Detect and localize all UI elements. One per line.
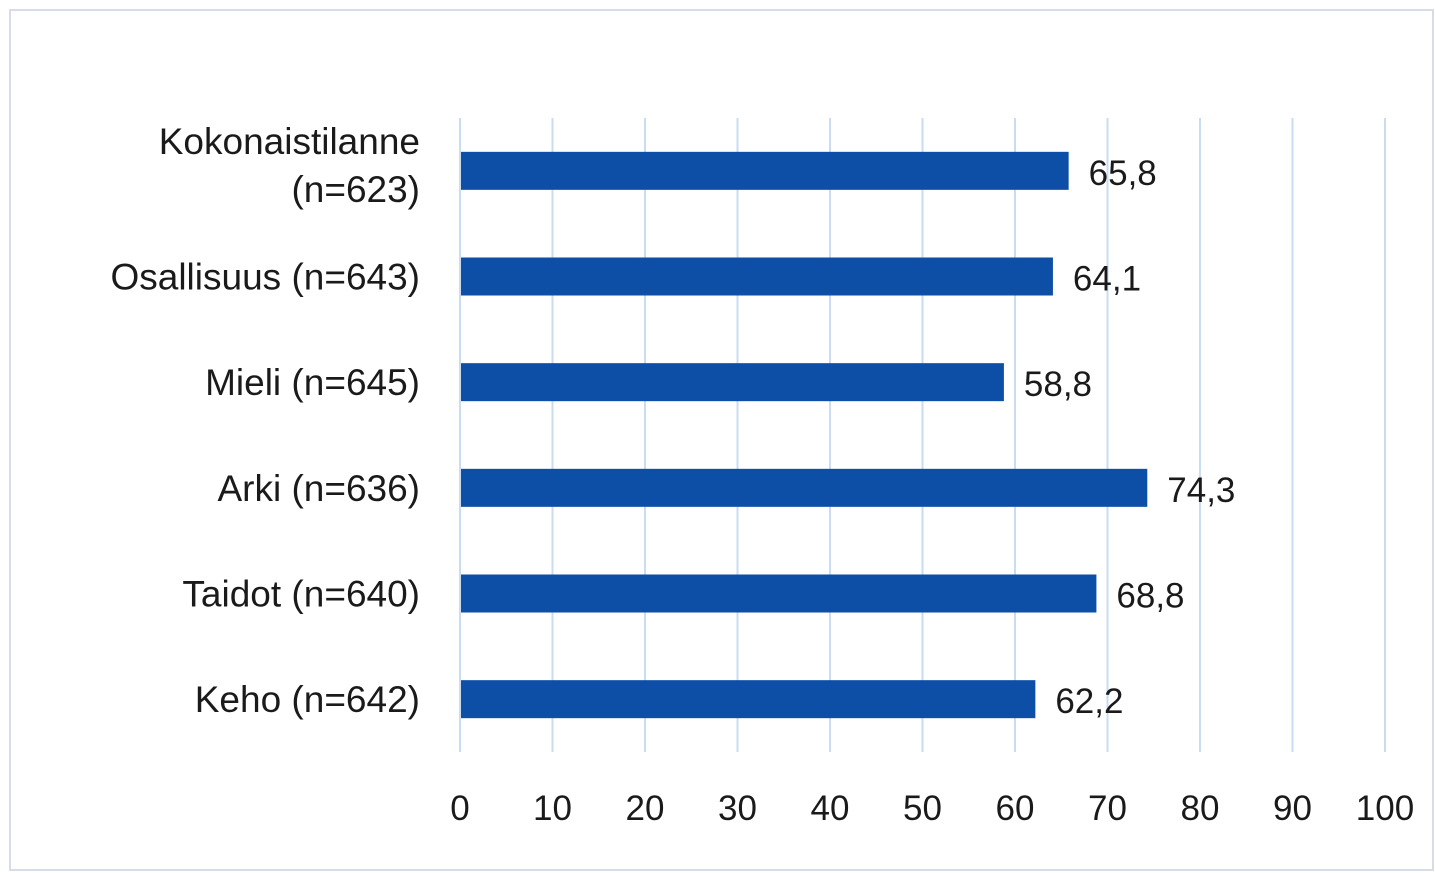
x-tick-label: 90 [1273,789,1312,828]
x-tick-label: 60 [996,789,1035,828]
bar [461,257,1053,296]
x-tick-label: 40 [811,789,850,828]
x-tick-label: 20 [626,789,665,828]
bar [461,574,1097,613]
category-labels: Kokonaistilanne (n=623) Osallisuus (n=643)… [110,121,420,720]
gridlines [459,118,1386,752]
x-tick-label: 10 [533,789,572,828]
category-label: Keho (n=642) [195,679,420,720]
bar-value-label: 68,8 [1116,577,1184,616]
bar-value-label: 65,8 [1089,154,1157,193]
bar-value-label: 62,2 [1055,682,1123,721]
category-label: Taidot (n=640) [182,574,420,615]
value-labels: 65,8 64,1 58,8 74,3 68,8 62,2 [1024,154,1236,721]
bar-value-label: 64,1 [1073,260,1141,299]
x-tick-label: 70 [1088,789,1127,828]
category-label: Arki (n=636) [217,468,420,509]
x-tick-label: 100 [1356,789,1414,828]
x-tick-label: 0 [450,789,469,828]
bar-value-label: 74,3 [1167,471,1235,510]
bar [461,151,1069,190]
x-tick-label: 80 [1181,789,1220,828]
bar [461,363,1004,402]
x-tick-label: 30 [718,789,757,828]
x-tick-label: 50 [903,789,942,828]
x-axis-ticks: 0 10 20 30 40 50 60 70 80 90 100 [450,789,1414,828]
category-label: (n=623) [291,169,420,210]
bar-value-label: 58,8 [1024,365,1092,404]
bar [461,680,1036,719]
bars [461,151,1148,719]
bar [461,468,1148,507]
category-label: Kokonaistilanne [159,121,420,162]
category-label: Osallisuus (n=643) [110,257,420,298]
category-label: Mieli (n=645) [205,362,420,403]
